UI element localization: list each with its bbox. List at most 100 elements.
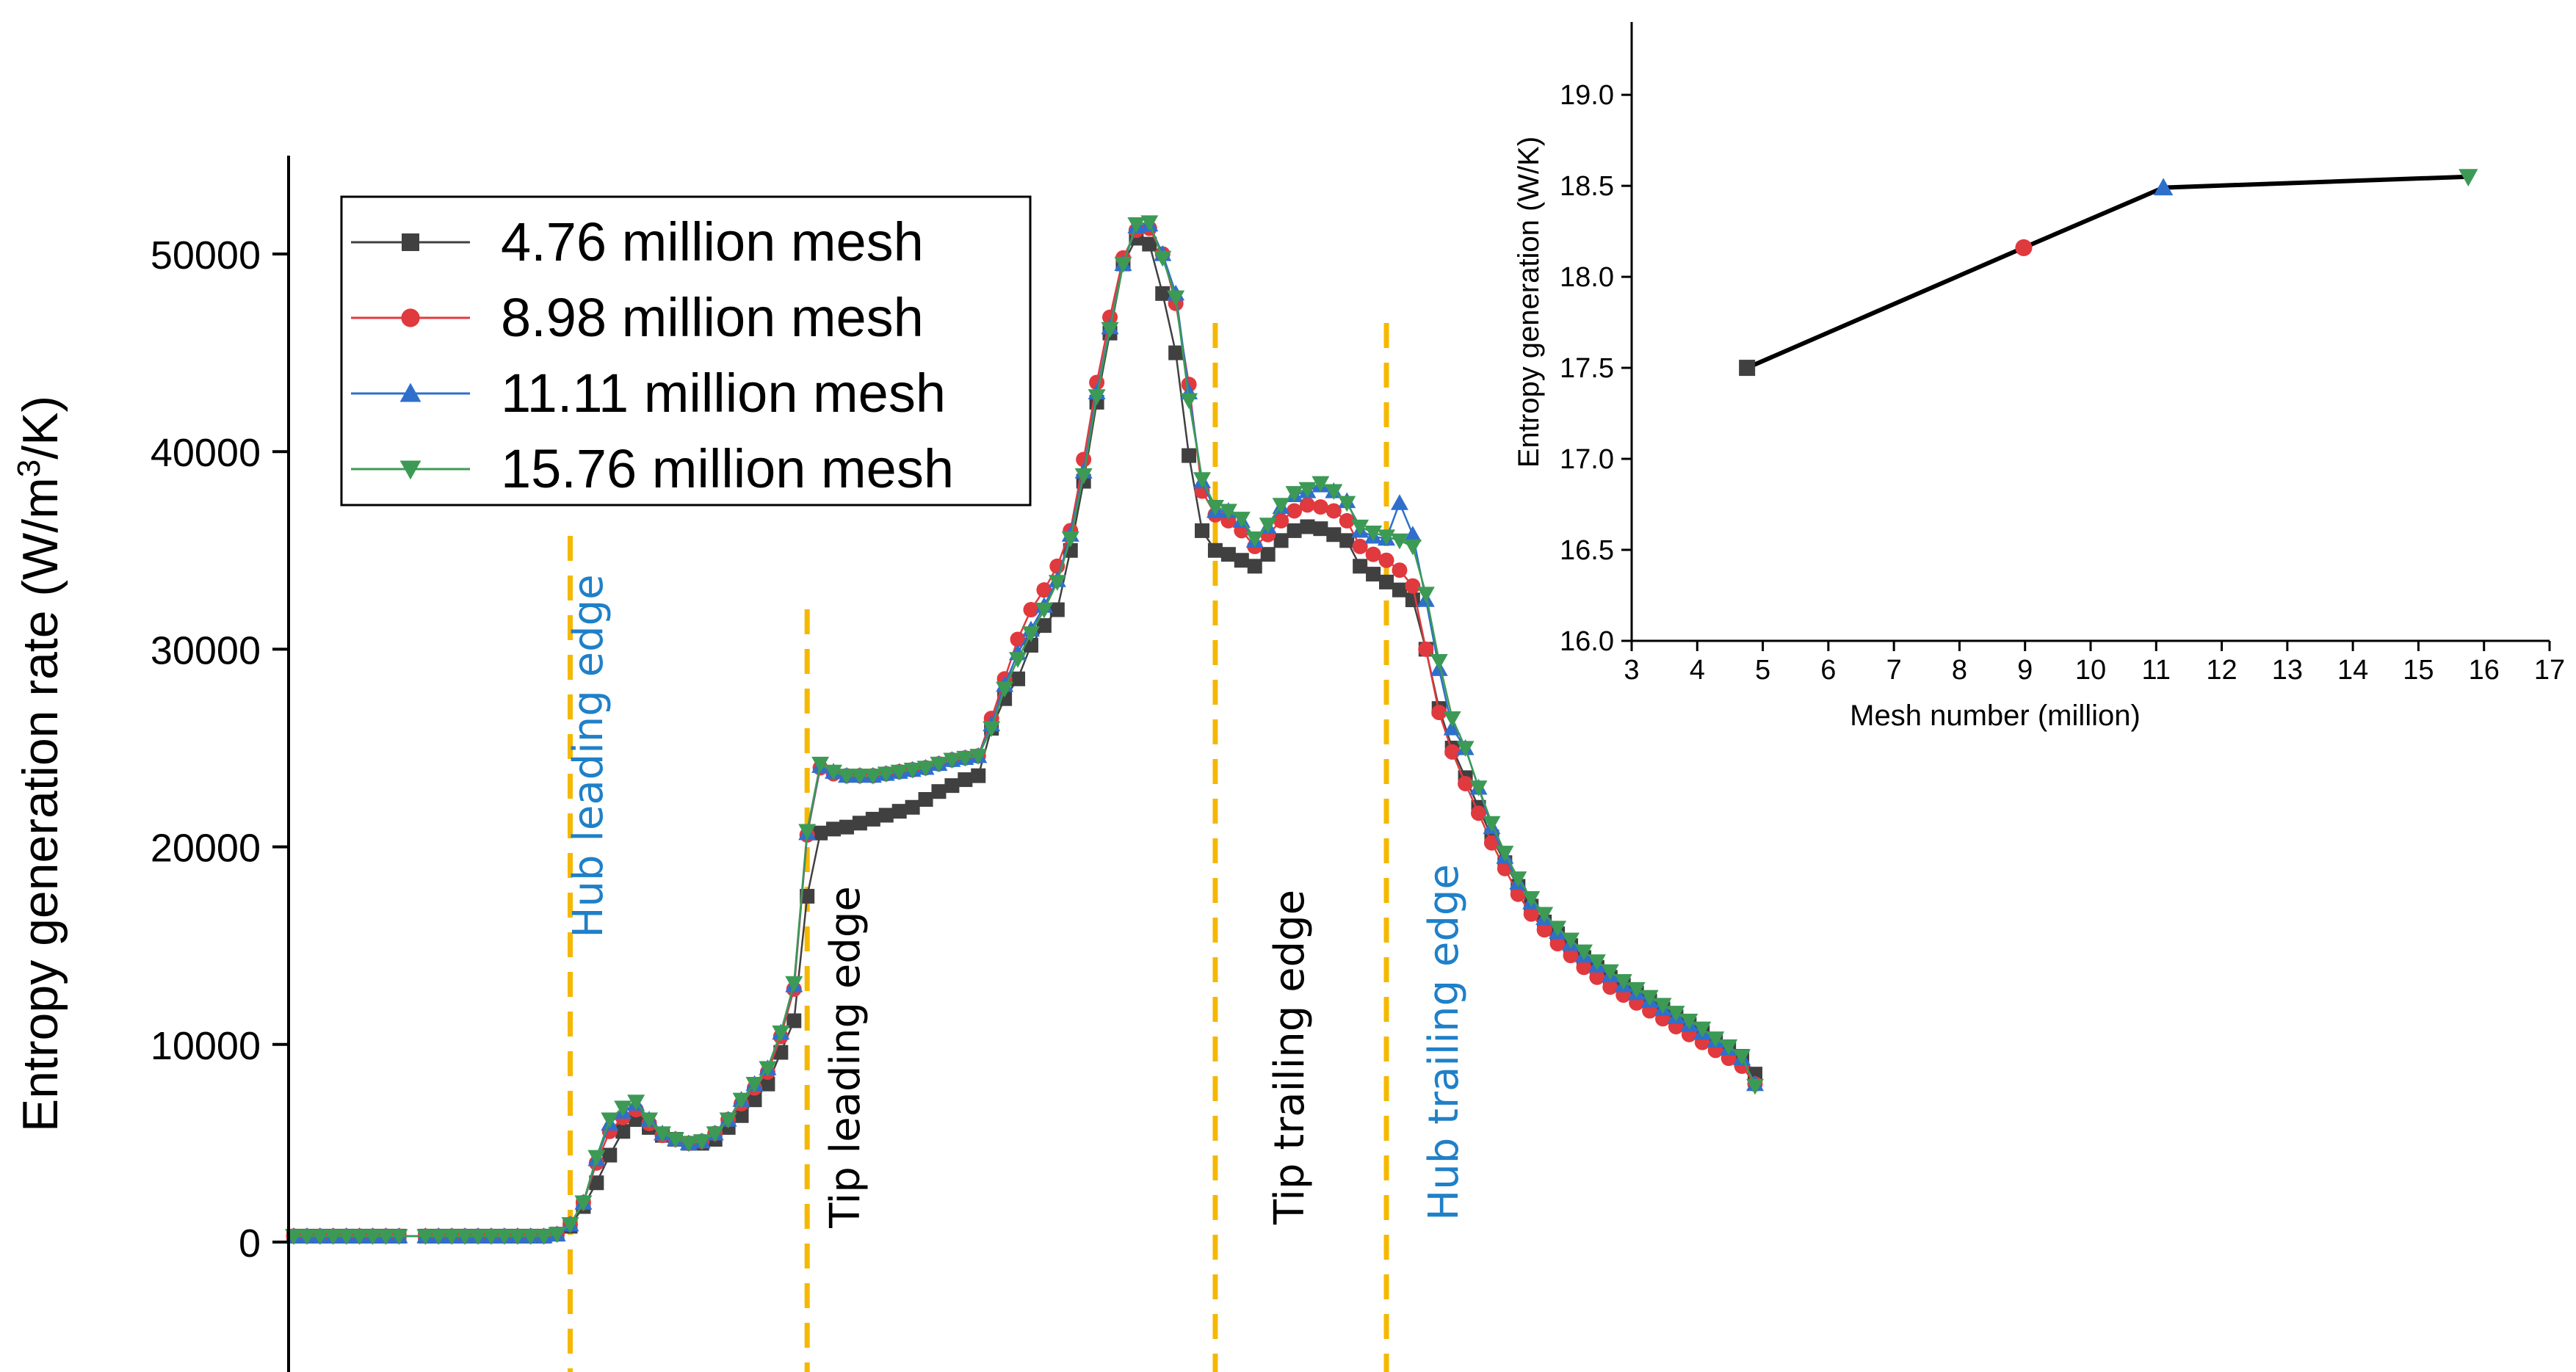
data-point: [627, 1095, 645, 1111]
data-point: [1627, 981, 1646, 998]
inset-x-tick-label: 9: [2017, 655, 2033, 686]
data-point: [1298, 482, 1317, 498]
y-tick-label: 40000: [151, 431, 261, 475]
data-point: [760, 1076, 775, 1092]
inset-x-tick-label: 6: [1820, 655, 1836, 686]
data-point: [1140, 215, 1159, 231]
data-point: [837, 769, 855, 785]
data-point: [903, 763, 922, 779]
y-tick-label: 0: [239, 1222, 261, 1266]
data-point: [508, 1229, 527, 1245]
data-point: [495, 1229, 513, 1245]
data-point: [1061, 531, 1079, 548]
inset-x-tick-label: 17: [2534, 655, 2565, 686]
data-point: [1339, 533, 1355, 548]
data-point: [930, 756, 948, 773]
data-point: [1048, 575, 1066, 591]
data-point: [1405, 578, 1421, 594]
data-point: [1430, 653, 1448, 670]
data-point: [1127, 217, 1146, 233]
data-point: [1313, 521, 1328, 537]
data-point: [798, 824, 817, 841]
data-point: [839, 819, 854, 835]
data-point: [971, 768, 986, 783]
data-point: [1536, 922, 1552, 938]
inset-line: [1745, 174, 2469, 370]
data-point: [1563, 948, 1579, 964]
data-point: [1614, 974, 1632, 990]
data-point: [956, 750, 974, 767]
y-tick-label: 20000: [151, 827, 261, 871]
inset-x-tick-label: 8: [1952, 655, 1967, 686]
data-point: [1680, 1013, 1698, 1030]
data-point: [1443, 711, 1461, 727]
data-point: [1193, 472, 1212, 488]
data-point: [1707, 1031, 1725, 1048]
data-point: [337, 1229, 355, 1245]
data-point: [561, 1217, 579, 1233]
inset-y-tick-label: 16.5: [1560, 535, 1614, 566]
data-point: [1733, 1049, 1751, 1065]
data-point: [969, 749, 988, 765]
data-point: [1036, 582, 1052, 598]
data-point: [891, 804, 907, 819]
data-point: [996, 681, 1014, 698]
data-point: [1180, 393, 1198, 410]
data-point: [1535, 907, 1554, 923]
data-point: [878, 807, 894, 823]
inset-y-tick-label: 17.0: [1560, 444, 1614, 475]
inset-x-tick-label: 4: [1690, 655, 1705, 686]
data-point: [1287, 503, 1303, 519]
data-point: [1417, 587, 1435, 603]
inset-x-tick-label: 13: [2272, 655, 2303, 686]
data-point: [1338, 496, 1356, 512]
vertical-marker-label: Tip trailing edge: [1266, 890, 1314, 1225]
data-point: [1023, 602, 1039, 618]
data-point: [1443, 719, 1461, 736]
data-point: [813, 825, 828, 841]
data-point: [759, 1061, 777, 1078]
data-point: [377, 1229, 395, 1245]
data-point: [826, 821, 842, 837]
data-point: [1142, 236, 1157, 252]
inset-data-point: [2015, 239, 2033, 256]
data-point: [1232, 512, 1251, 528]
data-point: [943, 752, 961, 769]
data-point: [1010, 671, 1026, 686]
data-point: [482, 1229, 500, 1245]
inset-y-tick-label: 18.0: [1560, 262, 1614, 293]
data-point: [1431, 705, 1447, 721]
data-point: [1049, 602, 1065, 617]
data-point: [311, 1229, 329, 1245]
data-point: [1589, 969, 1605, 985]
inset-x-tick-label: 16: [2469, 655, 2500, 686]
inset-y-tick-label: 17.5: [1560, 353, 1614, 384]
inset-x-tick-label: 14: [2337, 655, 2368, 686]
data-point: [535, 1229, 553, 1245]
data-point: [1405, 592, 1420, 608]
vertical-marker-label: Tip leading edge: [822, 886, 869, 1229]
data-point: [1549, 921, 1567, 937]
data-point: [772, 1026, 790, 1042]
data-point: [602, 1147, 618, 1163]
data-point: [958, 772, 973, 788]
data-point: [1311, 476, 1330, 493]
legend-label: 4.76 million mesh: [501, 211, 924, 272]
data-point: [390, 1229, 408, 1245]
vertical-marker-label: Hub trailing edge: [1420, 864, 1468, 1221]
data-point: [1351, 519, 1370, 536]
inset-x-tick-label: 15: [2403, 655, 2434, 686]
data-point: [1195, 523, 1210, 538]
data-point: [1154, 250, 1172, 267]
data-point: [679, 1136, 698, 1153]
data-point: [692, 1134, 711, 1150]
data-point: [1273, 512, 1289, 529]
y-tick-label: 10000: [151, 1024, 261, 1068]
data-point: [1352, 538, 1368, 554]
series-4: [285, 215, 1764, 1245]
data-point: [1220, 547, 1236, 562]
data-point: [850, 769, 869, 785]
data-point: [1287, 523, 1302, 538]
data-point: [865, 811, 880, 827]
